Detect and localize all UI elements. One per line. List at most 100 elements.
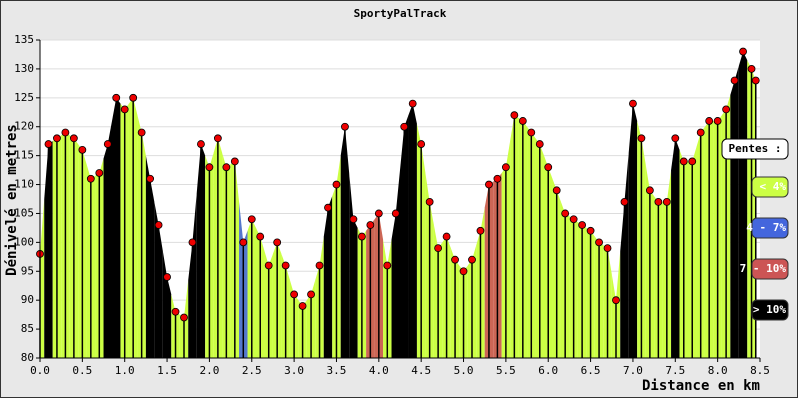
point [510,111,519,120]
point [332,180,341,189]
point [485,180,493,189]
point [247,215,256,224]
point [95,169,104,177]
y-tick-label: 120 [14,120,34,133]
point [493,174,502,183]
y-axis-label: Dénivelé en metres [4,124,20,276]
point [180,313,188,322]
legend: Pentes : < 4% 4 - 7% 7 - 10% > 10% [721,138,789,321]
point [629,99,637,108]
x-tick-label: 7.0 [623,364,643,377]
point [751,76,760,85]
point [730,76,739,85]
legend-label: > 10% [753,303,786,316]
point [722,105,731,114]
point [578,221,587,229]
point [324,203,332,212]
markers [36,47,760,322]
legend-swatch [751,258,789,280]
x-axis-label: Distance en km [642,378,760,394]
x-tick-label: 7.5 [665,364,685,377]
point [281,261,290,270]
legend-title-box [721,138,789,160]
point [366,221,375,229]
point [527,128,536,137]
legend-label: < 4% [760,180,787,193]
point [739,47,747,56]
x-tick-label: 0.0 [30,364,50,377]
point [357,232,366,241]
point [408,99,417,108]
x-tick-label: 1.0 [115,364,135,377]
point [561,209,570,218]
point [129,93,138,102]
x-tick-label: 3.0 [284,364,304,377]
x-tick-label: 2.5 [242,364,262,377]
point [637,134,646,143]
point [468,255,476,264]
y-tick-label: 100 [14,235,34,248]
point [61,128,70,137]
point [222,163,231,172]
point [501,163,510,172]
x-tick-label: 2.0 [199,364,219,377]
y-tick-label: 130 [14,62,34,75]
point [518,117,527,125]
point [86,174,95,183]
point [671,134,680,143]
point [103,140,112,148]
point [391,209,400,218]
point [595,238,603,247]
point [307,290,315,299]
point [476,226,485,235]
point [417,140,426,148]
point [383,261,392,270]
y-tick-label: 90 [21,293,34,306]
point [171,307,180,316]
point [341,122,349,131]
point [69,134,78,143]
point [112,93,121,102]
point [603,244,612,253]
axes: 80 85 90 95 100 105 110 115 120 125 130 135 0.0 0.5 1.… [14,33,770,377]
point [44,140,53,148]
point [273,238,282,247]
point [188,238,197,247]
point [154,221,163,229]
point [120,105,129,114]
point [290,290,299,299]
point [747,65,756,73]
y-tick-label: 115 [14,149,34,162]
point [662,197,671,206]
x-tick-label: 0.5 [72,364,92,377]
point [349,215,358,224]
point [78,145,87,154]
point [620,197,629,206]
point [374,209,383,218]
y-tick-label: 85 [21,322,34,335]
legend-swatch [751,217,789,239]
area [39,51,757,359]
point [425,197,434,206]
point [434,244,443,253]
point [451,255,459,264]
point [552,186,561,195]
point [230,157,239,166]
point [239,238,248,247]
point [53,134,61,143]
point [688,157,697,166]
x-tick-label: 5.0 [454,364,474,377]
slope-segment [40,199,45,358]
legend-swatch [751,176,789,198]
point [679,157,688,166]
point [256,232,265,241]
x-tick-label: 8.5 [750,364,770,377]
point [586,226,595,235]
y-tick-label: 105 [14,206,34,219]
y-tick-label: 125 [14,91,34,104]
legend-label: 4 - 7% [746,221,786,234]
point [400,122,409,131]
point [213,134,222,143]
